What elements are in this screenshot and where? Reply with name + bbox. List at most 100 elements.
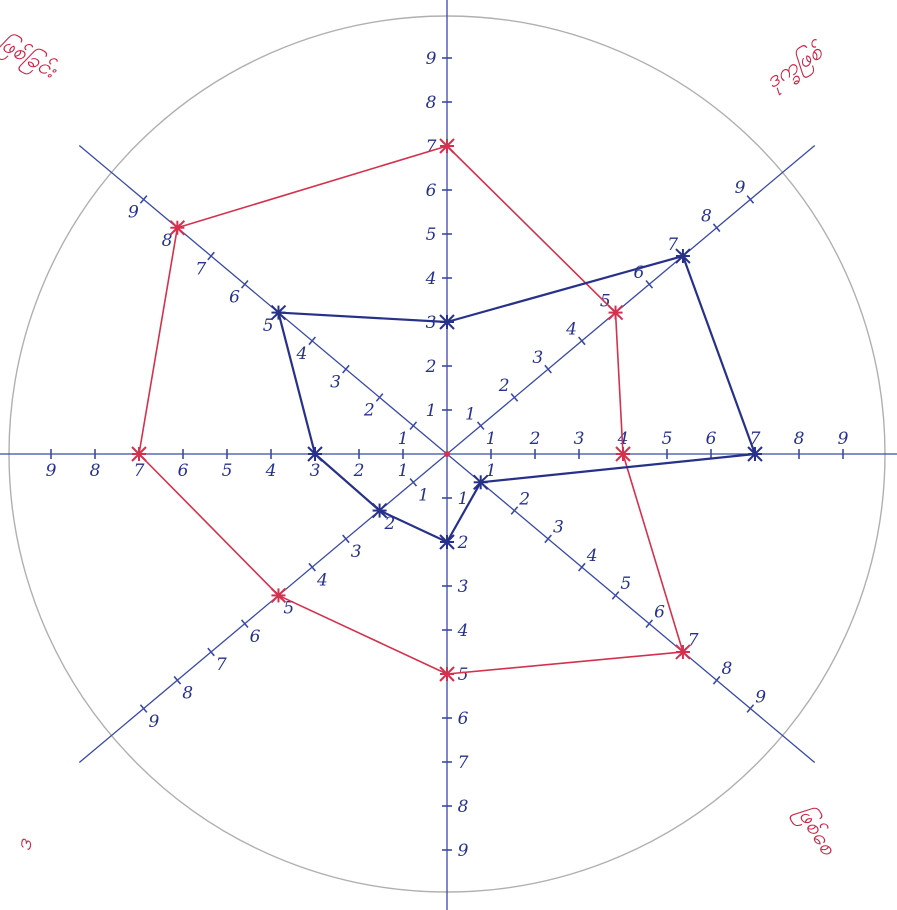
axis-1-tick-label: 1 [465, 404, 476, 424]
axis-4-tick-label: 4 [457, 621, 469, 641]
axis-2-tick-label: 5 [662, 429, 673, 449]
axis-0-tick-label: 1 [426, 401, 437, 421]
axis-7-tick-label: 8 [162, 231, 173, 251]
series-red-point [439, 666, 455, 682]
series-blue-point [675, 248, 691, 264]
axis-3-tick-label: 1 [486, 461, 497, 481]
axis-3-tick [577, 562, 586, 572]
axis-1-tick [746, 195, 755, 204]
axis-2-tick-label: 1 [486, 429, 497, 449]
series-red-polygon [138, 145, 684, 675]
axis-1-tick-label: 2 [498, 376, 510, 396]
axis-5-tick-label: 2 [383, 514, 395, 534]
axis-3-tick-label: 4 [586, 546, 598, 566]
axis-6-tick-label: 6 [178, 461, 189, 481]
series-blue-point [747, 446, 763, 462]
axis-6-tick-label: 7 [134, 461, 145, 481]
axis-1-tick-label: 3 [532, 348, 543, 368]
axis-1-tick-label: 6 [634, 263, 645, 283]
axis-3-tick [645, 619, 654, 629]
axis-5-tick-label: 8 [182, 684, 193, 704]
series-blue-point [371, 502, 388, 519]
axis-5-tick [240, 619, 249, 629]
radar-axis-1 [446, 144, 816, 455]
axis-5-tick-label: 6 [250, 627, 261, 647]
series-blue-point [307, 446, 323, 462]
series-red-point [131, 446, 147, 462]
axis-5-tick-label: 9 [149, 712, 160, 732]
axis-0-tick-label: 5 [426, 225, 437, 245]
axis-2-tick-label: 3 [574, 429, 585, 449]
series-red-point [607, 304, 624, 321]
axis-3-tick [510, 506, 519, 515]
radar-axis-7 [78, 144, 448, 455]
axis-0-tick-label: 2 [425, 357, 437, 377]
axis-5-tick [173, 675, 182, 685]
axis-3-tick [544, 534, 552, 544]
axis-5-tick [342, 534, 350, 544]
series-red-point [615, 446, 631, 462]
axis-0-tick-label: 3 [426, 313, 437, 333]
axis-1-tick [544, 364, 552, 374]
axis-4-tick-label: 5 [458, 665, 469, 685]
axis-7-tick-label: 1 [398, 429, 409, 449]
axis-2-tick-label: 8 [794, 429, 805, 449]
axis-7-tick-label: 3 [330, 372, 341, 392]
axis-1-tick [476, 421, 485, 431]
axis-0-tick-label: 6 [426, 181, 437, 201]
axis-4-tick-label: 8 [458, 797, 469, 817]
axis-6-tick-label: 5 [222, 461, 233, 481]
axis-5-tick-label: 4 [316, 570, 328, 590]
axis-5-tick [139, 704, 148, 713]
axis-4-tick-label: 3 [458, 577, 469, 597]
axis-6-tick-label: 3 [310, 461, 321, 481]
series-blue-point [439, 534, 455, 550]
axis-7-tick-label: 6 [229, 288, 240, 308]
series-red-point [169, 220, 186, 236]
series-blue-point [439, 314, 455, 330]
axis-7-tick-label: 4 [295, 344, 307, 364]
axis-7-tick-label: 7 [195, 259, 206, 279]
axis-5-tick [207, 647, 215, 657]
axis-4-tick-label: 2 [457, 533, 469, 553]
axis-5-tick [409, 477, 418, 487]
axis-1-tick-label: 7 [667, 235, 678, 255]
axis-5-tick-label: 7 [216, 655, 227, 675]
axis-1-tick-label: 4 [565, 320, 577, 340]
axis-3-tick [746, 704, 755, 713]
axis-3-tick [712, 675, 721, 685]
axis-7-tick [240, 279, 249, 289]
axis-7-tick-label: 5 [263, 316, 274, 336]
axis-4-tick-label: 9 [458, 841, 469, 861]
axis-3-tick-label: 6 [654, 602, 665, 622]
axis-3-tick-label: 7 [688, 631, 699, 651]
series-red-point [675, 644, 691, 660]
axis-2-tick-label: 9 [838, 429, 849, 449]
axis-4-tick-label: 1 [458, 489, 469, 509]
axis-1-tick [712, 223, 721, 233]
axis-6-tick-label: 1 [398, 461, 409, 481]
axis-6-tick-label: 4 [265, 461, 277, 481]
axis-3-tick-label: 8 [722, 659, 733, 679]
axis-7-tick [342, 364, 350, 374]
series-layer [131, 138, 763, 682]
axis-0-tick-label: 7 [426, 137, 437, 157]
series-red-point [439, 138, 455, 154]
axis-1-tick [510, 393, 519, 402]
axis-5-tick [308, 562, 317, 572]
axis-4-tick-label: 7 [458, 753, 469, 773]
axis-6-tick-label: 8 [90, 461, 101, 481]
series-blue-point [270, 304, 287, 321]
axis-7-tick-label: 2 [363, 401, 375, 421]
axis-2-tick-label: 2 [529, 429, 541, 449]
axis-0-tick-label: 9 [426, 49, 437, 69]
axis-0-tick-label: 4 [425, 269, 437, 289]
axis-7-tick [308, 336, 317, 346]
axis-3-tick-label: 2 [518, 489, 530, 509]
axis-5-tick-label: 1 [418, 486, 429, 506]
axis-1-tick [577, 336, 586, 346]
axis-1-tick [645, 279, 654, 289]
axis-3-tick-label: 9 [755, 687, 766, 707]
